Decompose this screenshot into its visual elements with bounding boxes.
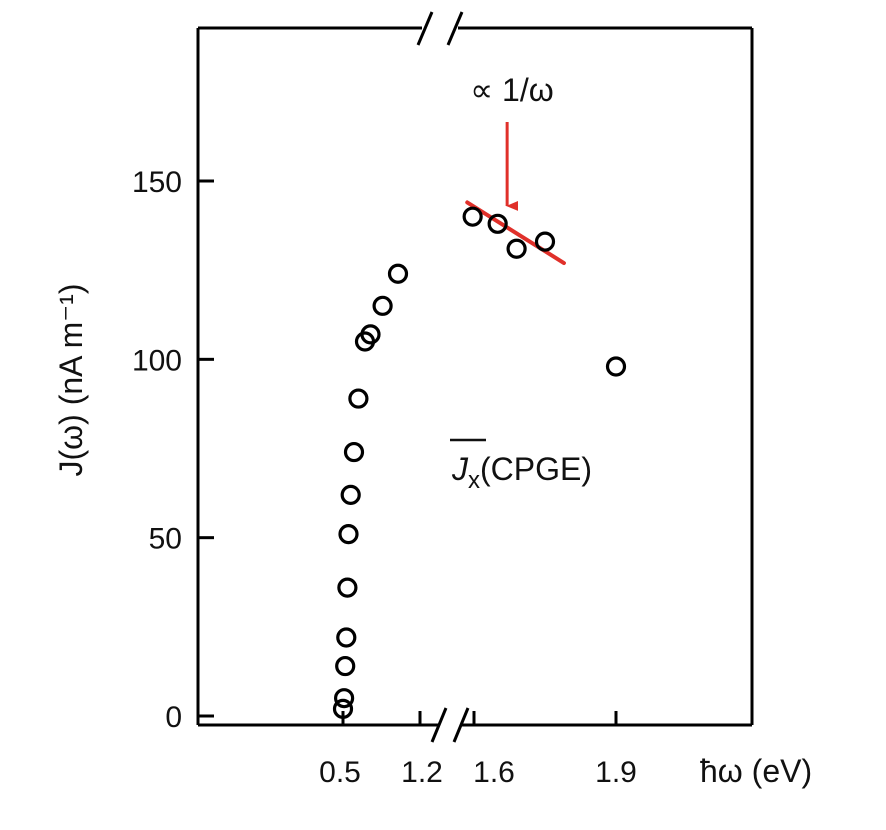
data-point [372, 295, 393, 316]
x-tick-label: 1.6 [473, 756, 515, 789]
data-point [487, 213, 508, 234]
data-point [337, 577, 358, 598]
y-ticks: 0 50 100 150 [132, 166, 214, 734]
y-tick-label: 50 [149, 523, 182, 556]
series-label-symbol: J [451, 451, 469, 487]
data-point [334, 688, 355, 709]
data-point [348, 388, 369, 409]
series-label-suffix: (CPGE) [480, 451, 592, 487]
data-point [462, 206, 483, 227]
y-tick-label: 0 [165, 701, 182, 734]
proportional-annotation: ∝ 1/ω [470, 72, 553, 108]
y-tick-label: 150 [132, 166, 182, 199]
data-point [336, 627, 357, 648]
series-label-subscript: x [468, 467, 480, 494]
axis-break-top [416, 11, 464, 46]
fit-line [465, 200, 566, 266]
data-point [360, 324, 381, 345]
data-point [387, 263, 409, 284]
data-point [332, 698, 354, 719]
y-tick-label: 100 [132, 344, 182, 377]
series-label: Jx(CPGE) [450, 438, 592, 494]
data-point [338, 523, 359, 545]
data-point [506, 238, 527, 259]
y-axis-label: J(ω) (nA m⁻¹) [53, 284, 89, 477]
plot-frame [196, 26, 754, 727]
x-tick-label: 1.9 [595, 756, 637, 789]
x-ticks: 0.5 1.2 1.6 1.9 [319, 711, 637, 789]
x-axis-label: ħω (eV) [700, 753, 812, 789]
data-points [332, 206, 627, 719]
data-point [605, 356, 627, 377]
data-point [335, 655, 356, 677]
data-point [534, 231, 556, 252]
series-label-text: Jx(CPGE) [451, 451, 592, 494]
x-tick-label: 0.5 [319, 756, 361, 789]
axis-break-bottom [430, 707, 470, 743]
x-tick-label: 1.2 [401, 756, 443, 789]
data-point [343, 441, 365, 463]
data-point [340, 484, 361, 505]
